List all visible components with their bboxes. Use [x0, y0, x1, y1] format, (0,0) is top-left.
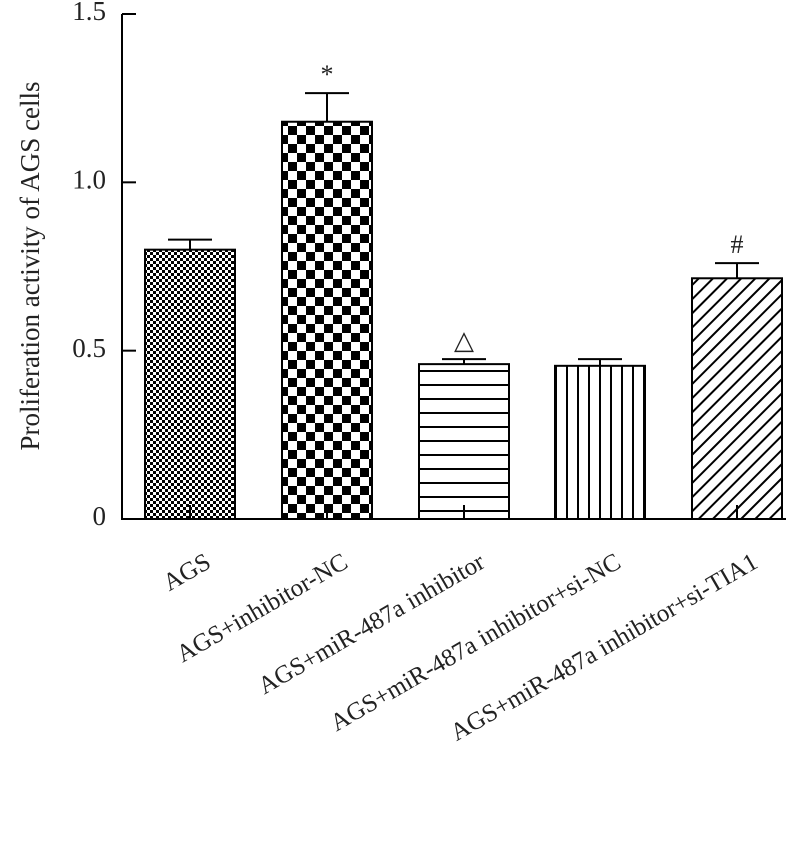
- bar: [281, 120, 373, 520]
- y-tick-label: 0: [93, 501, 107, 531]
- bar: [418, 363, 510, 520]
- significance-label: *: [321, 60, 334, 89]
- bars: * △ #: [144, 60, 783, 521]
- bar: [144, 248, 236, 521]
- significance-label: #: [731, 230, 744, 259]
- y-axis-title: Proliferation activity of AGS cells: [15, 82, 45, 451]
- x-tick-label: AGS: [159, 548, 216, 596]
- significance-label: △: [454, 326, 474, 355]
- y-tick-label: 1.0: [72, 165, 106, 195]
- bar: [554, 364, 646, 521]
- x-tick-label: AGS+miR-487a inhibitor: [254, 548, 490, 700]
- y-tick-label: 1.5: [72, 0, 106, 26]
- y-ticks: 0 0.5 1.0 1.5: [72, 0, 136, 531]
- y-tick-label: 0.5: [72, 333, 106, 363]
- bar: [691, 277, 783, 520]
